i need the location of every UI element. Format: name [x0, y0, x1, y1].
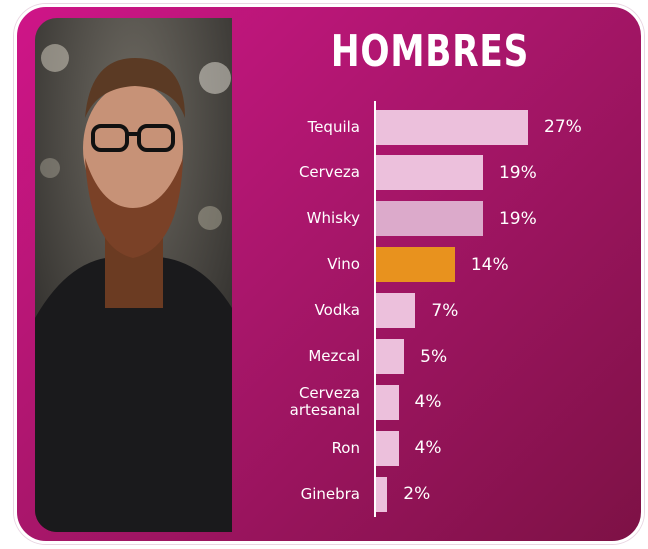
category-label: Whisky	[260, 210, 360, 227]
value-label: 2%	[403, 484, 430, 504]
value-label: 27%	[544, 117, 582, 137]
bar	[376, 201, 483, 236]
category-label: Ginebra	[260, 486, 360, 503]
bar	[376, 431, 399, 466]
photo	[35, 18, 232, 532]
bar	[376, 477, 387, 512]
bar	[376, 247, 455, 282]
bar	[376, 385, 399, 420]
category-label: Cerveza artesanal	[260, 385, 360, 419]
bar	[376, 339, 404, 374]
category-label: Tequila	[260, 119, 360, 136]
category-label: Vino	[260, 256, 360, 273]
chart-title: HOMBRES	[329, 26, 532, 77]
page: HOMBRES Tequila 27% Cerveza 19% Whisky 19% Vin…	[0, 0, 648, 549]
category-label: Vodka	[260, 302, 360, 319]
category-label: Mezcal	[260, 348, 360, 365]
value-label: 4%	[415, 438, 442, 458]
value-label: 19%	[499, 163, 537, 183]
value-label: 7%	[431, 301, 458, 321]
category-label: Cerveza	[260, 164, 360, 181]
bar	[376, 155, 483, 190]
value-label: 14%	[471, 255, 509, 275]
value-label: 4%	[415, 392, 442, 412]
bar	[376, 110, 528, 145]
value-label: 19%	[499, 209, 537, 229]
value-label: 5%	[420, 347, 447, 367]
bar	[376, 293, 415, 328]
category-label: Ron	[260, 440, 360, 457]
